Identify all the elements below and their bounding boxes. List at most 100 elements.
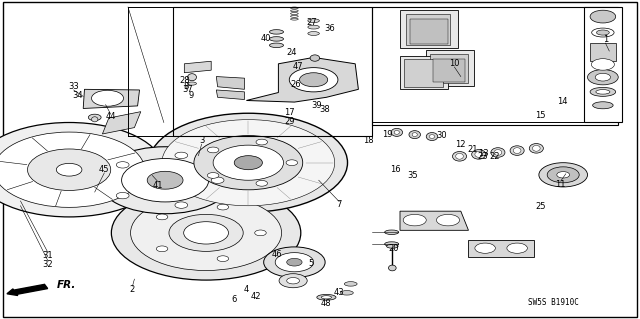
Circle shape (217, 256, 228, 262)
Text: 6: 6 (231, 295, 236, 304)
Circle shape (255, 230, 266, 236)
Ellipse shape (529, 144, 543, 153)
Text: 5: 5 (308, 259, 314, 268)
Text: 21: 21 (467, 145, 477, 154)
Text: 8: 8 (183, 82, 188, 91)
Text: 17: 17 (284, 108, 294, 117)
Circle shape (207, 147, 219, 153)
Ellipse shape (385, 230, 399, 234)
Ellipse shape (269, 43, 284, 48)
Circle shape (507, 243, 527, 253)
Ellipse shape (409, 131, 420, 139)
Ellipse shape (475, 152, 483, 157)
Ellipse shape (513, 148, 521, 153)
Bar (173, 7, 372, 136)
Text: 48: 48 (321, 299, 332, 308)
Text: 30: 30 (436, 131, 447, 140)
Text: 41: 41 (153, 181, 163, 189)
Ellipse shape (412, 133, 417, 137)
Ellipse shape (394, 130, 399, 134)
Bar (404, 59, 443, 87)
Polygon shape (102, 112, 141, 134)
Polygon shape (216, 77, 244, 89)
Bar (433, 59, 465, 82)
Circle shape (156, 246, 168, 252)
Text: 19: 19 (383, 130, 393, 139)
Text: 26: 26 (291, 80, 301, 89)
Circle shape (234, 156, 262, 170)
Polygon shape (468, 240, 534, 257)
Circle shape (591, 59, 614, 70)
Circle shape (275, 253, 314, 272)
Text: 9: 9 (188, 91, 193, 100)
Ellipse shape (593, 102, 613, 109)
Ellipse shape (308, 32, 319, 35)
Ellipse shape (510, 146, 524, 155)
Circle shape (289, 68, 338, 92)
Circle shape (28, 149, 111, 190)
Ellipse shape (92, 117, 98, 122)
Ellipse shape (344, 282, 357, 286)
Polygon shape (426, 50, 474, 86)
Circle shape (116, 192, 129, 199)
Text: SW5S B1910C: SW5S B1910C (528, 298, 579, 307)
Text: 31: 31 (43, 251, 53, 260)
Text: 38: 38 (319, 105, 330, 114)
Circle shape (213, 145, 284, 180)
Circle shape (169, 214, 243, 251)
Ellipse shape (532, 145, 540, 151)
Circle shape (287, 278, 300, 284)
Text: FR.: FR. (56, 279, 76, 290)
Text: 25: 25 (536, 202, 546, 211)
Ellipse shape (591, 28, 614, 37)
Circle shape (194, 136, 303, 190)
Polygon shape (400, 10, 458, 48)
Text: 16: 16 (390, 165, 401, 174)
Text: 46: 46 (271, 250, 282, 259)
Text: 23: 23 (478, 152, 488, 161)
Polygon shape (216, 90, 244, 100)
Polygon shape (184, 61, 211, 73)
Text: 14: 14 (557, 97, 567, 106)
Ellipse shape (391, 129, 403, 137)
Ellipse shape (188, 74, 196, 81)
Circle shape (256, 139, 268, 145)
Ellipse shape (456, 153, 463, 159)
Circle shape (436, 214, 460, 226)
Circle shape (211, 177, 224, 183)
Text: 22: 22 (490, 152, 500, 161)
Ellipse shape (317, 294, 336, 300)
Ellipse shape (491, 148, 505, 157)
Ellipse shape (429, 135, 435, 138)
Ellipse shape (321, 296, 332, 299)
Circle shape (286, 160, 298, 166)
Text: 29: 29 (285, 117, 295, 126)
Ellipse shape (426, 133, 438, 141)
Text: 47: 47 (292, 62, 303, 71)
Text: 12: 12 (456, 140, 466, 149)
Bar (590, 43, 616, 61)
Circle shape (88, 114, 101, 121)
Ellipse shape (387, 244, 398, 248)
Circle shape (264, 247, 325, 278)
Text: 28: 28 (179, 76, 189, 85)
Text: 20: 20 (388, 244, 399, 253)
Ellipse shape (494, 150, 502, 155)
Circle shape (207, 173, 219, 178)
Text: 44: 44 (106, 112, 116, 121)
Circle shape (588, 70, 618, 85)
Bar (584, 7, 622, 122)
Text: 15: 15 (536, 111, 546, 120)
Circle shape (539, 163, 588, 187)
Text: 27: 27 (307, 19, 317, 27)
Ellipse shape (269, 37, 284, 41)
Text: 4: 4 (244, 285, 249, 294)
Circle shape (547, 167, 579, 183)
Ellipse shape (596, 90, 610, 94)
Circle shape (300, 73, 328, 87)
Bar (372, 7, 618, 125)
Text: 43: 43 (334, 288, 344, 297)
Ellipse shape (269, 30, 284, 34)
Circle shape (92, 90, 124, 106)
Text: 7: 7 (337, 200, 342, 209)
